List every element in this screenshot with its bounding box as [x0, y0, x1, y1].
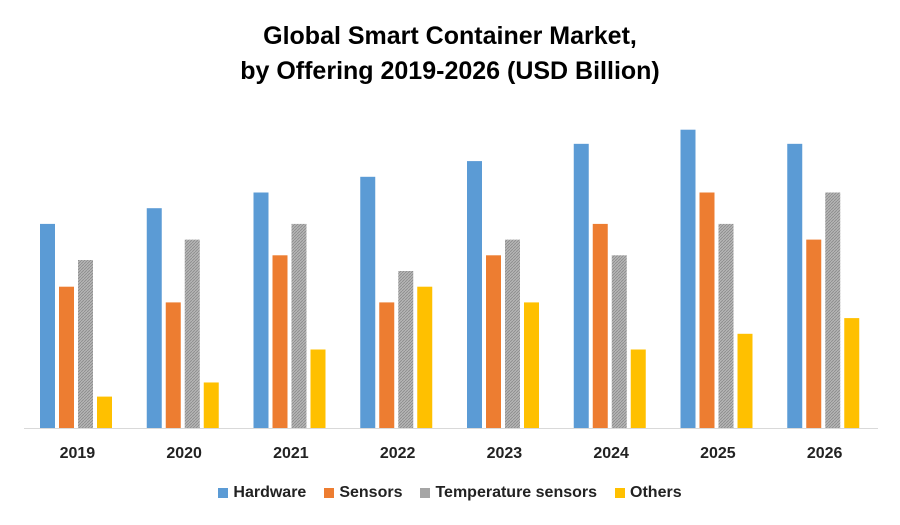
bar-sensors-2026 — [806, 239, 822, 428]
chart-title-line1: Global Smart Container Market, — [263, 22, 637, 50]
bar-sensors-2021 — [272, 255, 288, 428]
x-tick-label: 2025 — [700, 445, 736, 462]
legend-label: Hardware — [233, 484, 307, 501]
legend-item: Sensors — [324, 484, 402, 502]
bar-temperature-sensors-2021 — [291, 223, 307, 428]
bar-temperature-sensors-2025 — [718, 223, 734, 428]
legend-swatch — [420, 488, 431, 498]
bar-others-2024 — [630, 349, 646, 428]
bar-hardware-2023 — [467, 161, 482, 428]
bar-hardware-2026 — [787, 143, 803, 428]
legend-swatch — [218, 488, 229, 498]
bar-temperature-sensors-2026 — [825, 192, 841, 428]
x-tick-label: 2023 — [487, 445, 523, 462]
bar-temperature-sensors-2022 — [398, 271, 414, 428]
x-tick-label: 2021 — [273, 445, 309, 462]
bar-temperature-sensors-2020 — [184, 239, 200, 428]
bar-others-2020 — [203, 382, 219, 428]
bar-hardware-2025 — [680, 129, 696, 428]
bar-hardware-2022 — [360, 176, 376, 428]
bar-temperature-sensors-2023 — [505, 239, 520, 428]
bar-sensors-2024 — [592, 223, 608, 428]
legend: Hardware Sensors Temperature sensors Others — [0, 484, 900, 502]
bar-others-2022 — [417, 286, 433, 428]
bar-hardware-2021 — [253, 192, 269, 428]
bar-sensors-2020 — [165, 302, 181, 428]
bar-hardware-2024 — [573, 143, 589, 428]
x-tick-label: 2024 — [593, 445, 629, 462]
x-tick-label: 2020 — [166, 445, 202, 462]
legend-swatch — [615, 488, 626, 498]
bar-sensors-2023 — [486, 255, 501, 428]
legend-item: Others — [615, 484, 682, 502]
bar-temperature-sensors-2024 — [611, 255, 627, 428]
bar-temperature-sensors-2019 — [78, 260, 93, 428]
bar-others-2021 — [310, 349, 326, 428]
bar-sensors-2025 — [699, 192, 715, 428]
bar-sensors-2019 — [59, 286, 74, 428]
bar-hardware-2020 — [146, 208, 162, 428]
bar-others-2019 — [97, 396, 112, 428]
legend-item: Hardware — [218, 484, 306, 502]
chart-title-line2: by Offering 2019-2026 (USD Billion) — [240, 57, 660, 85]
x-tick-label: 2026 — [807, 445, 843, 462]
legend-item: Temperature sensors — [420, 484, 597, 502]
bar-others-2026 — [844, 318, 860, 428]
legend-label: Sensors — [339, 484, 403, 501]
legend-label: Others — [630, 484, 682, 501]
x-tick-label: 2019 — [60, 445, 96, 462]
x-tick-label: 2022 — [380, 445, 416, 462]
bar-others-2025 — [737, 333, 753, 428]
legend-label: Temperature sensors — [435, 484, 598, 501]
bar-hardware-2019 — [40, 223, 55, 428]
bar-sensors-2022 — [379, 302, 395, 428]
legend-swatch — [324, 488, 335, 498]
bar-others-2023 — [524, 302, 539, 428]
